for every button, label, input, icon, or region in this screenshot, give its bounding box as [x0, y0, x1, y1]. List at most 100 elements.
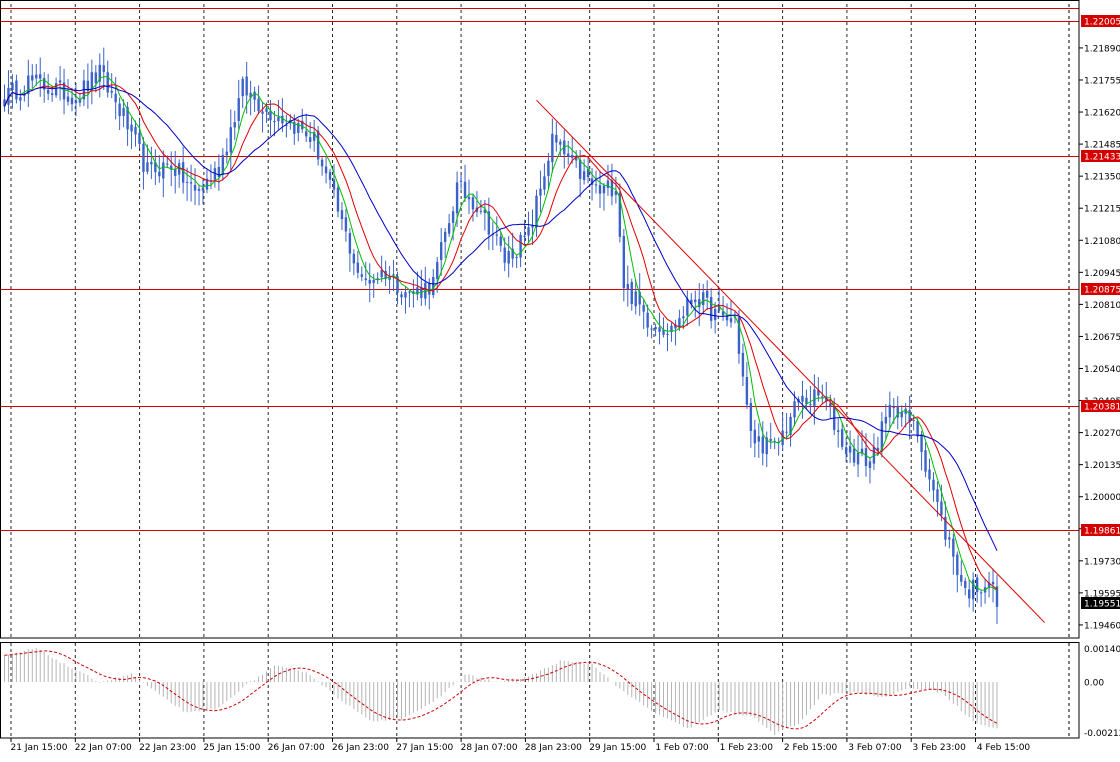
time-axis-tick-label: 22 Jan 23:00: [139, 743, 196, 753]
price-axis-tick-label: 1.19460: [1084, 621, 1120, 631]
price-bar: [226, 152, 228, 156]
time-axis-tick-label: 4 Feb 15:00: [977, 743, 1031, 753]
price-bar: [599, 185, 601, 194]
price-bar: [758, 436, 760, 441]
price-axis-tick-label: 1.20945: [1084, 269, 1120, 279]
price-bar: [134, 127, 136, 135]
price-bar: [361, 274, 363, 276]
price-bar: [353, 254, 355, 264]
price-bar: [928, 470, 930, 480]
price-bar: [595, 184, 597, 185]
price-bar: [35, 75, 37, 79]
price-bar: [194, 185, 196, 191]
price-bar: [428, 283, 430, 295]
price-axis-tick-label: 1.20675: [1084, 333, 1120, 343]
price-axis-tick-label: 1.20810: [1084, 301, 1120, 311]
price-bar: [202, 187, 204, 190]
price-axis-tick-label: 1.21350: [1084, 173, 1120, 183]
price-bar: [829, 403, 831, 406]
price-bar: [95, 72, 97, 83]
price-bar: [885, 417, 887, 424]
price-bar: [500, 237, 502, 246]
price-bar: [59, 80, 61, 82]
price-axis-tick-label: 1.21485: [1084, 141, 1120, 151]
time-axis-tick-label: 3 Feb 23:00: [913, 743, 967, 753]
price-bar: [47, 90, 49, 94]
price-bar: [142, 144, 144, 172]
price-bar: [110, 91, 112, 93]
price-bar: [380, 270, 382, 277]
price-bar: [523, 236, 525, 237]
price-bar: [964, 581, 966, 588]
price-bar: [746, 377, 748, 405]
price-bar: [198, 189, 200, 191]
price-bar: [547, 161, 549, 176]
price-bar: [654, 327, 656, 329]
price-bar: [579, 160, 581, 179]
price-bar: [893, 407, 895, 408]
price-bar: [682, 316, 684, 318]
price-bar: [281, 116, 283, 124]
price-bar: [948, 537, 950, 539]
price-bar: [785, 432, 787, 433]
price-bar: [869, 461, 871, 468]
price-bar: [841, 429, 843, 447]
price-axis-tick-label: 1.20135: [1084, 461, 1120, 471]
price-bar: [567, 153, 569, 156]
price-bar: [325, 167, 327, 174]
price-bar: [238, 98, 240, 121]
current-price-label: 1.19551: [1084, 600, 1120, 610]
price-bar: [178, 163, 180, 174]
price-bar: [631, 282, 633, 304]
price-bar: [166, 164, 168, 165]
price-bar: [186, 182, 188, 183]
time-axis-tick-label: 26 Jan 23:00: [332, 743, 389, 753]
price-axis-tick-label: 1.21890: [1084, 44, 1120, 54]
price-bar: [51, 93, 53, 95]
price-bar: [162, 162, 164, 178]
price-bar: [865, 448, 867, 466]
price-bar: [504, 248, 506, 263]
price-bar: [968, 589, 970, 598]
price-bar: [277, 117, 279, 121]
price-bar: [107, 72, 109, 92]
price-bar: [559, 142, 561, 145]
price-axis-tick-label: 1.21215: [1084, 205, 1120, 215]
price-bar: [15, 81, 17, 100]
price-bar: [317, 131, 319, 160]
price-bar: [980, 592, 982, 593]
price-bar: [960, 575, 962, 582]
price-bar: [837, 430, 839, 432]
price-bar: [432, 277, 434, 295]
price-bar: [821, 397, 823, 398]
price-bar: [770, 439, 772, 441]
price-bar: [515, 257, 517, 258]
price-bar: [309, 137, 311, 142]
price-bar: [714, 309, 716, 320]
price-bar: [349, 233, 351, 254]
price-bar: [750, 403, 752, 431]
price-bar: [527, 227, 529, 235]
price-bar: [702, 292, 704, 305]
time-axis-tick-label: 27 Jan 15:00: [396, 743, 453, 753]
price-bar: [551, 134, 553, 162]
price-bar: [793, 401, 795, 417]
price-bar: [666, 334, 668, 335]
price-bar: [464, 182, 466, 198]
time-axis-tick-label: 26 Jan 07:00: [268, 743, 325, 753]
price-bar: [635, 291, 637, 306]
price-bar: [916, 421, 918, 436]
indicator-axis-tick-label: -0.002124: [1084, 729, 1120, 739]
price-bar: [39, 74, 41, 78]
price-bar: [114, 94, 116, 103]
time-axis-tick-label: 29 Jan 15:00: [589, 743, 646, 753]
price-bar: [91, 72, 93, 90]
time-axis-tick-label: 21 Jan 15:00: [11, 743, 68, 753]
price-bar: [507, 251, 509, 264]
price-bar: [456, 182, 458, 213]
price-bar: [373, 280, 375, 283]
price-bar: [369, 280, 371, 284]
price-bar: [889, 405, 891, 417]
price-bar: [245, 77, 247, 96]
